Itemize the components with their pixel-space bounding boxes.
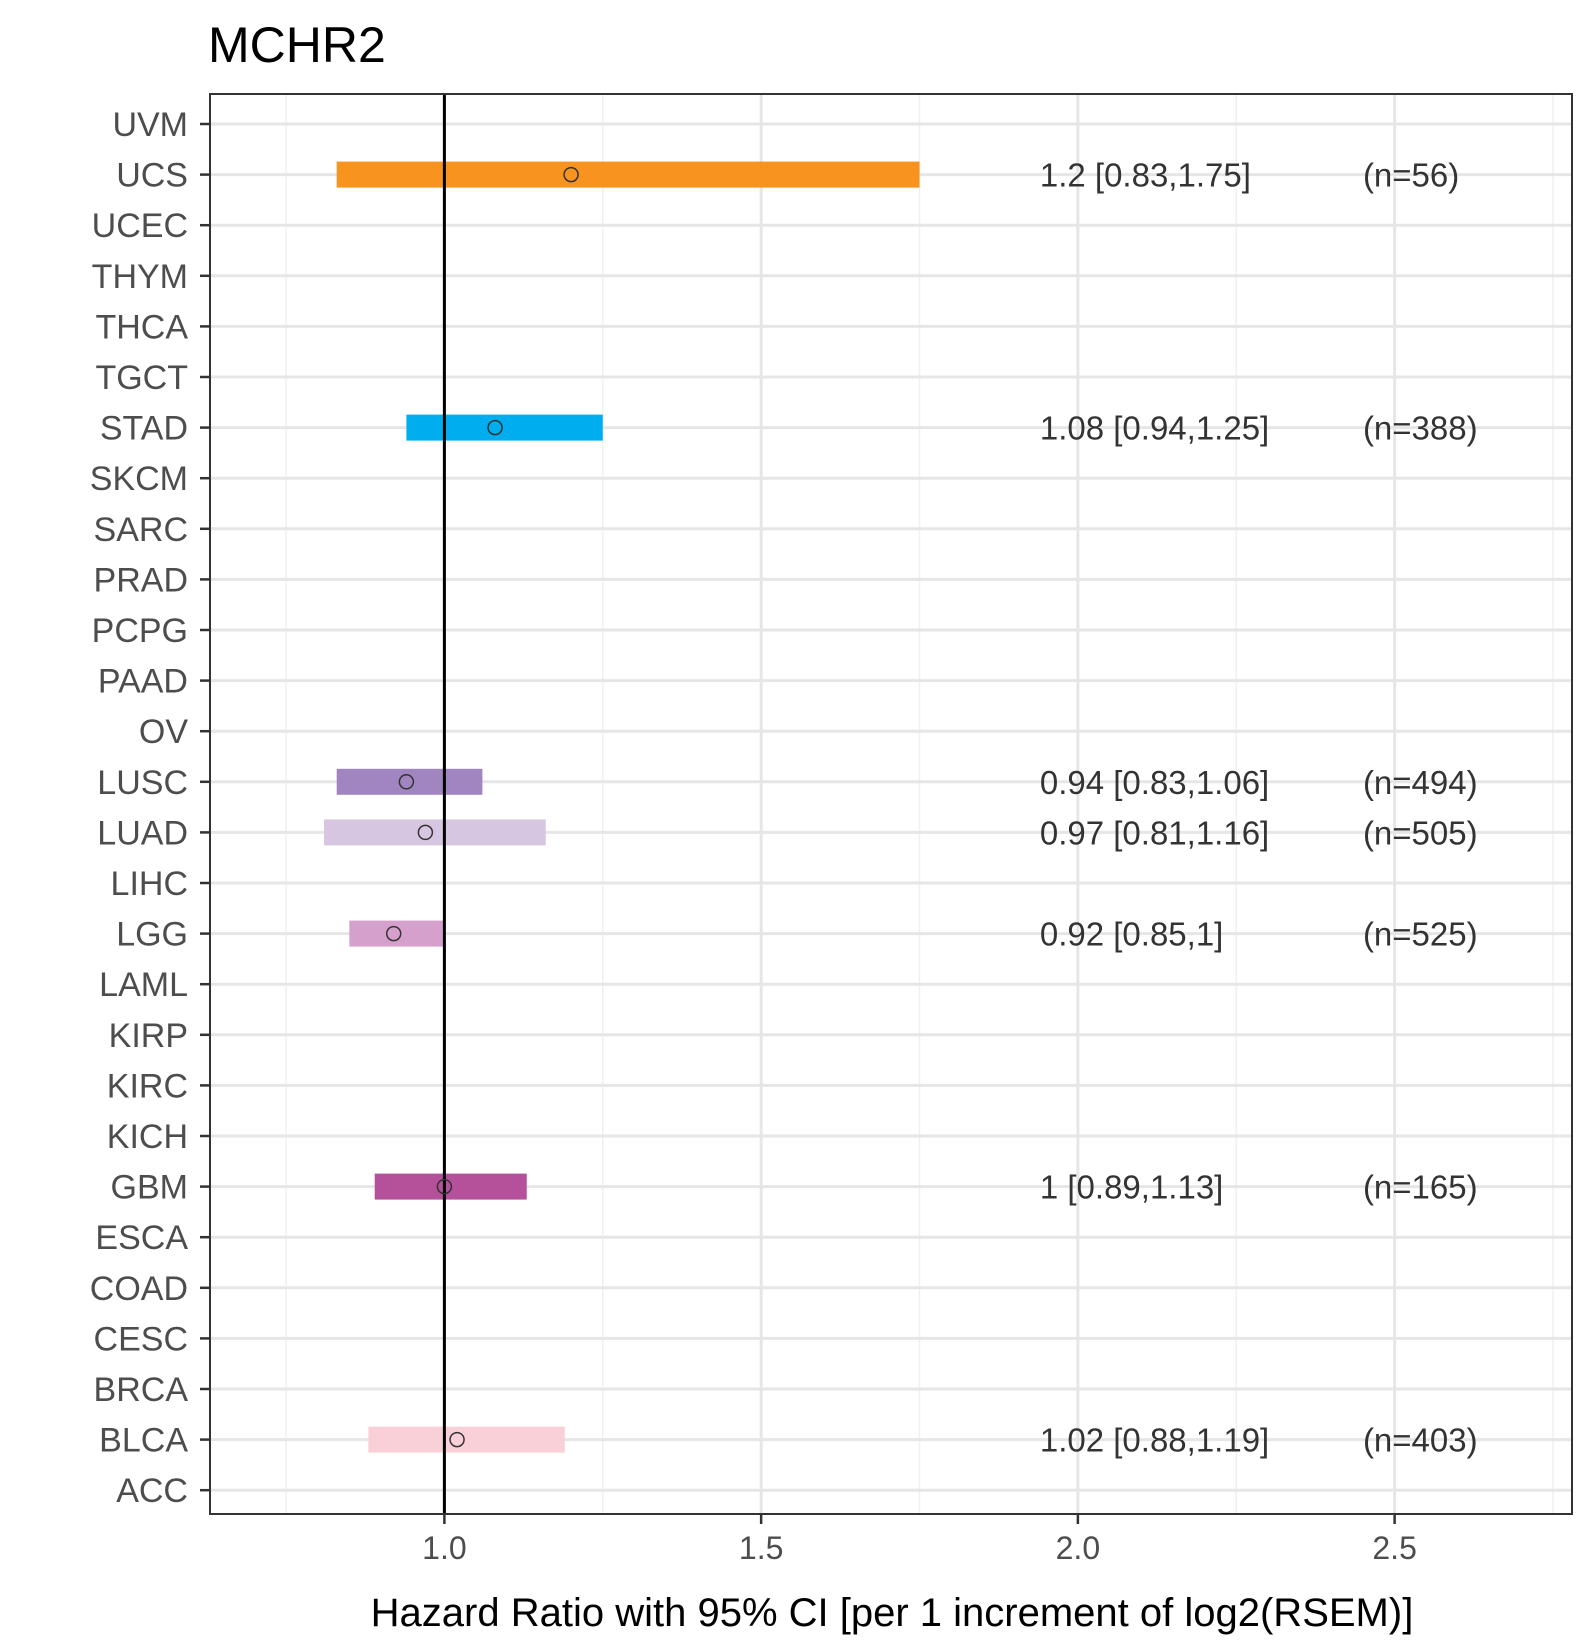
n-label-luad: (n=505) [1363,814,1478,851]
hr-label-luad: 0.97 [0.81,1.16] [1040,814,1269,851]
y-tick-label-coad: COAD [90,1270,188,1308]
ci-bar-lgg [349,920,445,947]
hr-label-stad: 1.08 [0.94,1.25] [1040,410,1269,447]
n-label-lusc: (n=494) [1363,764,1478,801]
panel-border [209,93,1573,1515]
y-tick-label-kich: KICH [107,1118,188,1156]
ci-bar-lusc [336,768,483,795]
hr-label-lusc: 0.94 [0.83,1.06] [1040,764,1269,801]
annotations: 1.2 [0.83,1.75] (n=56) 1.08 [0.94,1.25] (n=… [1040,157,1478,1459]
y-tick-label-stad: STAD [100,410,188,448]
point-estimate-stad [487,419,503,436]
chart-title: MCHR2 [208,17,386,73]
hr-label-ucs: 1.2 [0.83,1.75] [1040,157,1251,194]
x-tick-label: 2.0 [1056,1530,1100,1566]
ci-bar-luad [324,819,546,846]
y-axis: UVM UCS UCEC THYM THCA TGCT STAD SKCM SARC PRAD PC… [90,106,210,1510]
ci-bars [324,161,920,1453]
point-estimate-lusc [398,774,415,790]
gridlines [210,94,1572,1514]
y-tick-label-ov: OV [139,713,188,751]
y-tick-label-kirp: KIRP [109,1017,188,1055]
y-tick-label-lihc: LIHC [111,865,188,903]
y-tick-label-thym: THYM [92,258,188,296]
ci-bar-ucs [336,161,920,188]
point-estimate-blca [449,1431,465,1448]
y-tick-label-brca: BRCA [94,1371,189,1409]
ci-bar-stad [406,414,603,441]
y-tick-label-esca: ESCA [95,1219,188,1257]
y-tick-label-prad: PRAD [94,561,188,599]
y-tick-label-uvm: UVM [112,106,188,144]
hr-label-lgg: 0.92 [0.85,1] [1040,916,1223,953]
x-axis: 1.0 1.5 2.0 2.5 [422,1514,1417,1566]
y-tick-label-tgct: TGCT [95,359,188,397]
n-label-ucs: (n=56) [1363,157,1459,194]
n-label-stad: (n=388) [1363,410,1478,447]
y-tick-label-pcpg: PCPG [92,612,188,650]
y-tick-label-lusc: LUSC [97,764,188,802]
point-estimate-luad [417,824,434,841]
y-tick-label-kirc: KIRC [107,1067,188,1105]
x-tick-label: 2.5 [1372,1530,1416,1566]
x-tick-label: 1.0 [422,1530,466,1566]
y-tick-label-gbm: GBM [111,1169,188,1207]
y-tick-label-ucs: UCS [116,157,188,195]
y-tick-label-luad: LUAD [97,814,188,852]
y-tick-label-sarc: SARC [94,511,188,549]
y-tick-label-blca: BLCA [99,1422,188,1460]
y-tick-label-skcm: SKCM [90,460,188,498]
y-tick-label-ucec: UCEC [92,207,188,245]
x-tick-label: 1.5 [739,1530,783,1566]
point-estimate-gbm [436,1178,453,1195]
y-tick-label-acc: ACC [116,1472,188,1510]
ci-bar-blca [368,1426,565,1453]
hr-label-blca: 1.02 [0.88,1.19] [1040,1422,1269,1459]
n-label-gbm: (n=165) [1363,1169,1478,1206]
y-tick-label-laml: LAML [99,966,188,1004]
n-label-lgg: (n=525) [1363,916,1478,953]
y-tick-label-lgg: LGG [116,916,188,954]
x-axis-label: Hazard Ratio with 95% CI [per 1 incremen… [371,1591,1414,1635]
y-tick-label-thca: THCA [95,308,188,346]
point-estimate-lgg [385,925,402,942]
y-tick-label-cesc: CESC [94,1320,188,1358]
y-tick-label-paad: PAAD [98,663,188,701]
point-estimates [385,166,579,1448]
hr-label-gbm: 1 [0.89,1.13] [1040,1169,1223,1206]
point-estimate-ucs [563,166,579,183]
n-label-blca: (n=403) [1363,1422,1478,1459]
